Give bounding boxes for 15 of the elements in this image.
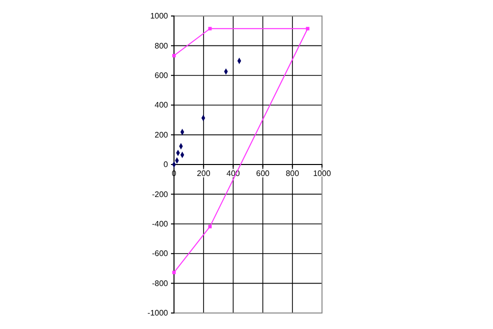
y-tick-label: 1000 <box>150 12 169 21</box>
y-tick-label: -1000 <box>148 308 169 318</box>
y-tick-label: 0 <box>164 160 169 170</box>
x-tick-label: 1000 <box>313 169 332 178</box>
y-tick-label: 600 <box>154 70 169 80</box>
y-tick-label: -600 <box>152 249 169 258</box>
y-tick-label: 200 <box>154 130 169 140</box>
point <box>208 26 212 30</box>
point <box>306 26 310 30</box>
point <box>208 224 212 228</box>
y-tick-label: 400 <box>154 100 169 110</box>
y-tick-label: 800 <box>154 41 169 50</box>
y-tick-label: -400 <box>152 219 169 228</box>
y-tick-label: -200 <box>152 190 169 199</box>
y-tick-label: -800 <box>152 278 169 288</box>
